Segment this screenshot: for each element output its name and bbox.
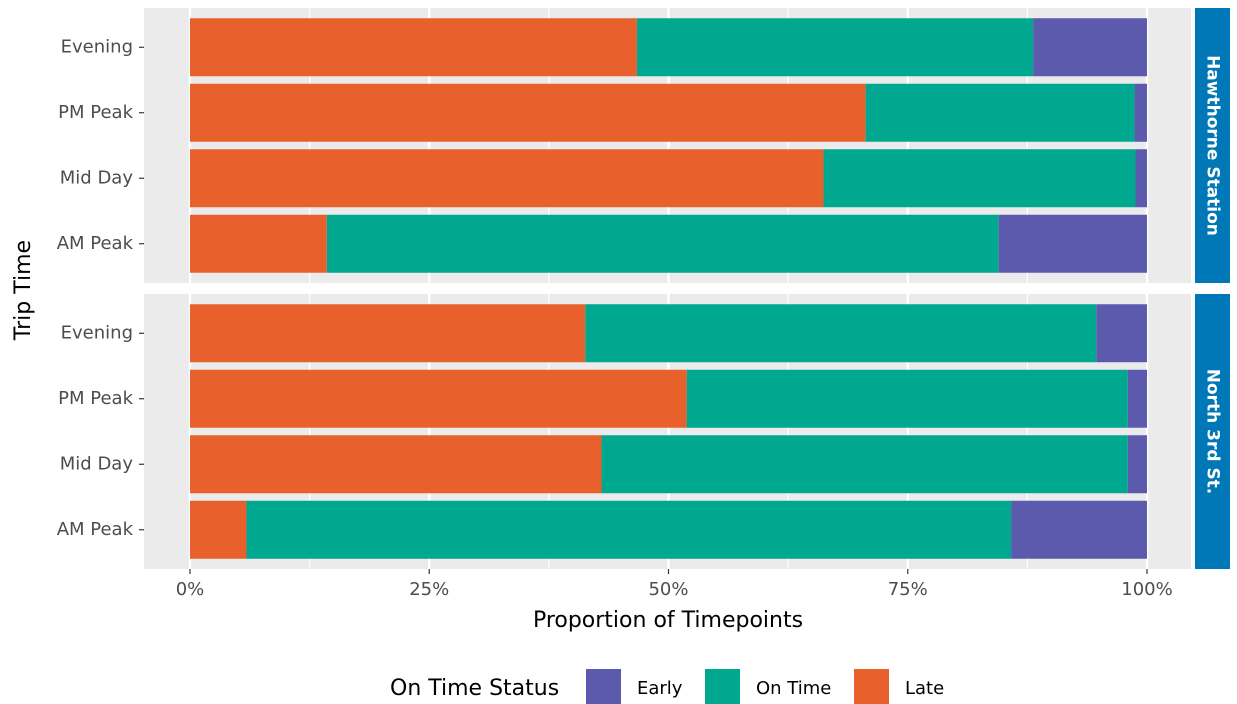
y-axis-title: Trip Time (11, 240, 36, 341)
legend: On Time Status Early On Time Late (390, 669, 944, 704)
y-tick-label: AM Peak (57, 233, 134, 254)
y-tick-label: Evening (61, 322, 133, 343)
bar-on-time (601, 435, 1128, 494)
bar-on-time (865, 83, 1135, 142)
facet-strip-label: Hawthorne Station (1203, 55, 1223, 236)
legend-key-early (586, 669, 621, 704)
facet-strip-label: North 3rd St. (1203, 369, 1223, 495)
bar-early (1127, 435, 1147, 494)
bar-early (1135, 149, 1147, 208)
facet-strip (1195, 294, 1230, 569)
bar-on-time (636, 18, 1034, 77)
y-tick-label: PM Peak (58, 388, 133, 409)
x-tick-label: 100% (1121, 579, 1172, 600)
legend-key-on-time (705, 669, 740, 704)
y-tick-label: Evening (61, 36, 133, 57)
y-tick-label: Mid Day (60, 167, 134, 188)
bar-early (1033, 18, 1147, 77)
bar-late (190, 435, 602, 494)
legend-label: On Time (756, 678, 831, 699)
bar-on-time (823, 149, 1136, 208)
bar-late (190, 214, 327, 273)
y-tick-label: PM Peak (58, 102, 133, 123)
bar-on-time (246, 500, 1012, 559)
bar-early (998, 214, 1147, 273)
bar-late (190, 149, 824, 208)
legend-key-late (854, 669, 889, 704)
x-tick-label: 50% (648, 579, 688, 600)
bar-late (190, 83, 866, 142)
bar-on-time (326, 214, 999, 273)
bar-early (1096, 304, 1147, 363)
facet-panel: Evening PM Peak Mid Day AM Peak North 3rd St… (57, 294, 1230, 569)
bar-early (1127, 369, 1147, 428)
bar-on-time (585, 304, 1097, 363)
bar-late (190, 18, 637, 77)
bar-on-time (686, 369, 1128, 428)
bar-late (190, 369, 687, 428)
x-tick-label: 75% (888, 579, 928, 600)
bar-late (190, 304, 586, 363)
facet-strip (1195, 8, 1230, 283)
x-tick-label: 0% (176, 579, 205, 600)
bar-early (1134, 83, 1147, 142)
y-tick-label: Mid Day (60, 453, 134, 474)
x-axis-title: Proportion of Timepoints (533, 608, 803, 633)
legend-label: Late (905, 678, 944, 699)
y-tick-label: AM Peak (57, 519, 134, 540)
facet-panel: Evening PM Peak Mid Day AM Peak Hawthorne St… (57, 8, 1230, 283)
legend-label: Early (637, 678, 683, 699)
bar-late (190, 500, 247, 559)
legend-title: On Time Status (390, 676, 559, 701)
bar-early (1011, 500, 1147, 559)
x-tick-label: 25% (409, 579, 449, 600)
